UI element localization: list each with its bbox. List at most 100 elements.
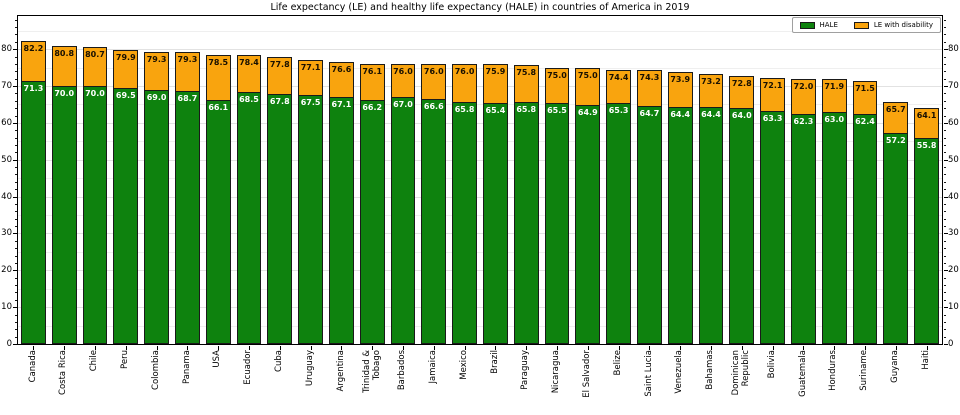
bar-hale-value-label: 64.9	[577, 107, 598, 117]
y-minor-tick-left-56	[15, 137, 17, 139]
gridline-20	[18, 270, 942, 272]
y-minor-tick-right-16	[944, 285, 946, 287]
x-tick-label-ecuador: Ecuador	[243, 350, 254, 385]
y-tick-label-left-30: 30	[1, 228, 12, 239]
x-tick-suriname	[865, 346, 866, 350]
bar-hale-value-label: 65.8	[454, 104, 475, 114]
x-tick-label-brazil: Brazil	[489, 350, 500, 374]
bar-hale-segment: 64.4	[667, 106, 693, 344]
y-minor-tick-right-54	[944, 144, 946, 146]
y-tick-label-right-20: 20	[948, 265, 959, 276]
bar-hale-value-label: 68.5	[239, 94, 259, 104]
y-minor-tick-right-8	[944, 314, 946, 316]
y-minor-tick-right-82	[944, 41, 946, 43]
bar-le-value-label: 71.9	[824, 82, 845, 92]
legend-label-le-with-disability: LE with disability	[873, 21, 933, 29]
y-minor-tick-left-4	[15, 329, 17, 331]
gridline-45	[18, 178, 942, 180]
y-minor-tick-left-22	[15, 262, 17, 264]
y-minor-tick-right-34	[944, 218, 946, 220]
bar-guatemala: 72.0 62.3	[791, 78, 816, 344]
y-tick-label-left-0: 0	[6, 339, 12, 349]
y-tick-left-50	[13, 159, 17, 161]
y-minor-tick-right-76	[944, 63, 946, 65]
bar-le-value-label: 78.5	[208, 57, 229, 67]
y-minor-tick-right-2	[944, 336, 946, 338]
bar-hale-segment: 67.1	[329, 96, 354, 344]
y-minor-tick-left-42	[15, 189, 17, 191]
bar-le-value-label: 76.0	[393, 66, 413, 76]
y-minor-tick-right-68	[944, 93, 946, 95]
bar-hale-segment: 69.0	[144, 89, 169, 344]
y-minor-tick-left-2	[15, 336, 17, 338]
y-tick-label-left-40: 40	[1, 191, 12, 202]
bar-nicaragua: 75.0 65.5	[544, 67, 570, 344]
bar-uruguay: 77.1 67.5	[298, 59, 323, 344]
bar-hale-value-label: 66.1	[208, 103, 229, 113]
bar-le-value-label: 72.8	[731, 78, 752, 88]
y-minor-tick-left-54	[15, 144, 17, 146]
y-tick-left-10	[13, 307, 17, 309]
bar-colombia: 79.3 69.0	[144, 51, 169, 344]
hale-swatch-icon	[799, 21, 815, 29]
y-minor-tick-left-14	[15, 292, 17, 294]
bar-cuba: 77.8 67.8	[267, 57, 293, 344]
bar-hale-segment: 70.0	[51, 86, 77, 344]
y-tick-left-60	[13, 122, 17, 124]
x-tick-dominican-republic	[741, 346, 743, 350]
x-tick-label-paraguay: Paraguay	[520, 350, 531, 390]
y-minor-tick-right-88	[944, 19, 946, 21]
y-tick-right-50	[944, 159, 948, 161]
y-tick-right-70	[944, 86, 948, 88]
bar-argentina: 76.6 67.1	[329, 61, 354, 344]
x-tick-label-haiti: Haiti	[920, 350, 931, 370]
bar-hale-segment: 66.2	[359, 100, 385, 344]
y-tick-right-0	[944, 344, 948, 345]
y-tick-label-right-0: 0	[948, 339, 954, 349]
y-tick-label-left-50: 50	[1, 154, 12, 165]
gridline-75	[18, 67, 942, 69]
bar-hale-segment: 63.3	[760, 110, 785, 344]
bar-hale-value-label: 70.0	[85, 89, 105, 99]
x-tick-label-honduras: Honduras	[828, 350, 839, 391]
x-tick-colombia	[156, 346, 158, 350]
bar-hale-segment: 67.5	[298, 95, 323, 344]
gridline-85	[18, 30, 942, 32]
y-minor-tick-left-44	[15, 181, 17, 183]
bar-le-value-label: 75.0	[577, 70, 598, 80]
bar-hale-segment: 64.0	[729, 108, 755, 344]
y-tick-left-0	[13, 344, 17, 345]
bar-hale-segment: 55.8	[914, 138, 939, 344]
x-tick-label-costa-rica: Costa Rica	[58, 350, 69, 395]
y-minor-tick-right-24	[944, 255, 946, 257]
y-tick-label-left-70: 70	[1, 81, 12, 92]
y-minor-tick-right-78	[944, 56, 946, 58]
bar-le-value-label: 74.3	[639, 73, 660, 83]
y-tick-label-left-20: 20	[1, 265, 12, 276]
x-tick-uruguay	[310, 346, 312, 350]
bar-usa: 78.5 66.1	[205, 54, 231, 344]
y-tick-left-40	[13, 196, 17, 198]
x-tick-label-canada: Canada	[27, 350, 38, 383]
bar-hale-segment: 62.4	[852, 114, 878, 344]
y-minor-tick-left-12	[15, 299, 17, 301]
x-tick-label-venezuela: Venezuela	[674, 350, 685, 394]
y-minor-tick-right-52	[944, 152, 946, 154]
bar-hale-value-label: 57.2	[885, 136, 906, 146]
x-tick-label-uruguay: Uruguay	[304, 350, 315, 387]
bar-hale-value-label: 66.6	[423, 101, 444, 111]
y-minor-tick-right-22	[944, 262, 946, 264]
y-tick-left-80	[13, 49, 17, 51]
bar-hale-segment: 63.0	[821, 111, 847, 344]
y-minor-tick-left-34	[15, 218, 17, 220]
bar-hale-value-label: 64.4	[701, 109, 721, 119]
y-minor-tick-left-32	[15, 226, 17, 228]
y-minor-tick-left-38	[15, 203, 17, 205]
y-tick-label-left-10: 10	[1, 302, 12, 313]
y-minor-tick-right-56	[944, 137, 946, 139]
x-tick-belize	[618, 346, 620, 350]
y-minor-tick-left-64	[15, 108, 17, 110]
x-tick-label-bolivia: Bolivia	[766, 350, 777, 379]
bar-honduras: 71.9 63.0	[821, 79, 847, 344]
bar-le-value-label: 77.1	[300, 62, 321, 72]
